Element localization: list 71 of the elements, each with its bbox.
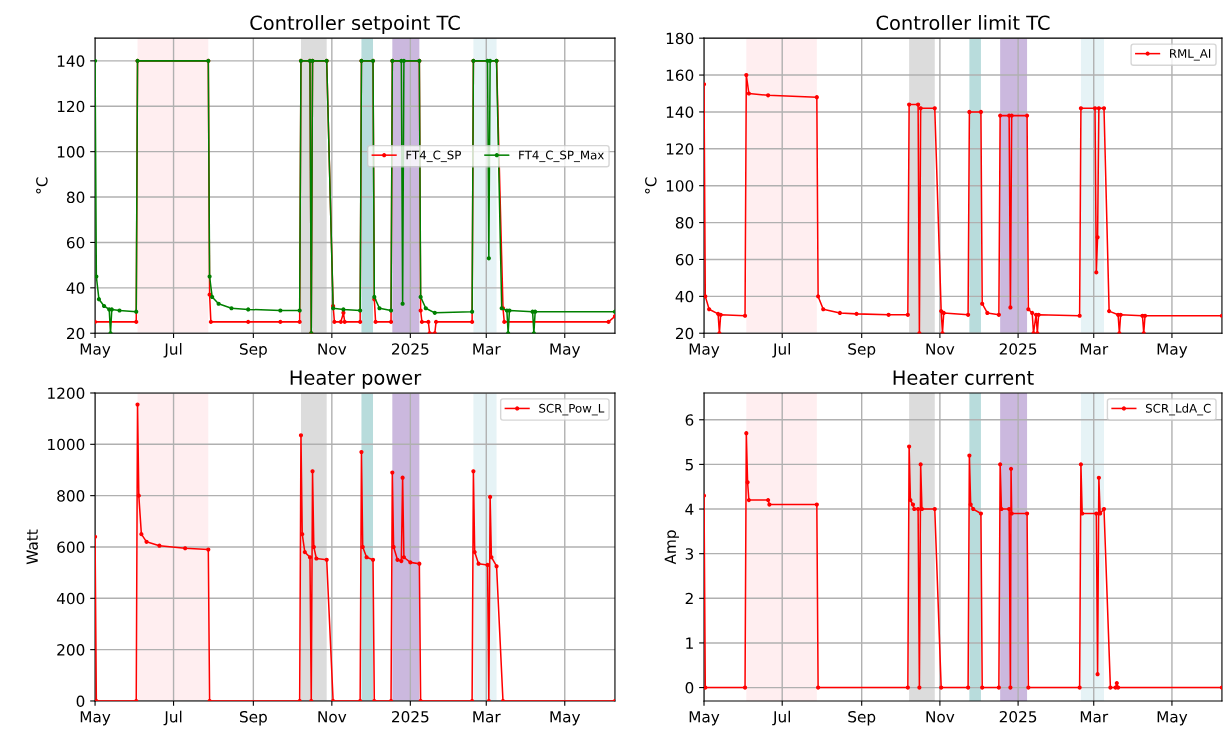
x-tick-label: Jul: [772, 342, 790, 358]
x-tick-label: Nov: [926, 711, 955, 723]
y-tick-label: 1000: [48, 438, 85, 451]
chart-title: Controller setpoint TC: [250, 15, 460, 34]
x-tick-label: Mar: [1080, 343, 1109, 355]
x-tick-label: May: [1157, 343, 1188, 358]
legend-label: FT4_C_SP_Max: [519, 150, 604, 163]
x-tick-label: Jul: [163, 342, 182, 358]
x-tick-label: 2025: [999, 710, 1037, 723]
y-tick-label: 200: [57, 644, 85, 656]
y-axis-title: °C: [36, 177, 48, 194]
x-tick-label: Nov: [926, 343, 955, 355]
y-axis-title: °C: [645, 177, 657, 194]
x-tick-label: Sep: [848, 343, 876, 358]
y-tick-label: 140: [666, 106, 694, 118]
y-tick-label: 2: [685, 592, 693, 605]
x-tick-label: 2025: [392, 343, 429, 355]
x-tick-label: May: [689, 711, 720, 726]
y-tick-label: 40: [675, 290, 694, 303]
y-tick-label: 40: [66, 282, 85, 294]
y-tick-label: 60: [675, 253, 694, 266]
x-tick-label: Nov: [318, 711, 347, 723]
y-tick-label: 4: [685, 503, 694, 515]
y-tick-label: 800: [57, 490, 85, 502]
x-tick-label: May: [689, 343, 720, 358]
legend-label: RML_AI: [1170, 49, 1211, 61]
x-tick-label: Sep: [239, 710, 267, 726]
legend-label: SCR_LdA_C: [1145, 403, 1211, 416]
y-tick-label: 120: [666, 143, 694, 155]
y-tick-label: 20: [67, 327, 85, 340]
legend-label: SCR_Pow_L: [539, 403, 605, 416]
x-tick-label: May: [1157, 711, 1188, 726]
y-tick-label: 80: [675, 217, 694, 229]
x-tick-label: May: [80, 343, 111, 358]
y-tick-label: 100: [57, 146, 85, 158]
y-tick-label: 0: [685, 682, 694, 694]
x-tick-label: Nov: [318, 343, 347, 355]
y-tick-label: 600: [57, 541, 85, 553]
x-tick-label: 2025: [392, 710, 429, 723]
y-axis-title: Watt: [26, 529, 38, 565]
chart-title: Heater power: [290, 370, 422, 389]
y-tick-label: 1200: [48, 387, 85, 400]
x-tick-label: Jul: [163, 710, 182, 726]
chart-title: Controller limit TC: [876, 15, 1050, 31]
x-tick-label: Jul: [772, 710, 790, 726]
y-tick-label: 5: [685, 459, 693, 471]
y-tick-label: 120: [57, 100, 85, 113]
x-tick-label: Sep: [239, 343, 267, 358]
x-tick-label: Mar: [473, 343, 501, 355]
y-tick-label: 140: [57, 55, 85, 67]
x-tick-label: Mar: [1080, 711, 1109, 723]
x-tick-label: Sep: [848, 710, 876, 726]
x-tick-label: May: [550, 711, 581, 726]
y-tick-label: 180: [666, 32, 694, 45]
y-tick-label: 80: [66, 191, 85, 204]
y-tick-label: 160: [666, 69, 694, 82]
chart-title: Heater current: [893, 370, 1034, 385]
x-tick-label: May: [80, 711, 111, 726]
y-tick-label: 400: [56, 592, 85, 605]
x-tick-label: Mar: [473, 711, 501, 723]
legend-label: FT4_C_SP: [406, 150, 461, 163]
y-tick-label: 60: [66, 236, 85, 249]
x-tick-label: May: [550, 343, 581, 358]
x-tick-label: 2025: [999, 343, 1037, 355]
y-tick-label: 3: [685, 548, 694, 560]
y-tick-label: 6: [685, 414, 694, 426]
y-tick-label: 0: [76, 695, 85, 707]
y-tick-label: 100: [666, 180, 694, 192]
y-tick-label: 1: [686, 637, 693, 649]
y-axis-title: Amp: [664, 530, 680, 565]
y-tick-label: 20: [675, 327, 694, 340]
